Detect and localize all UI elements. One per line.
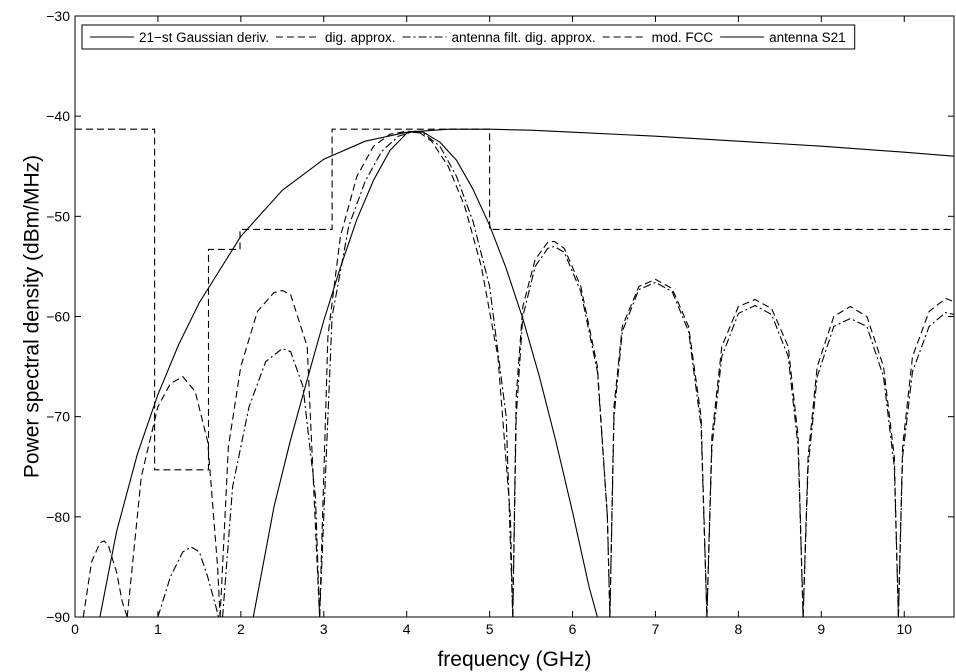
tick-layer: 0 1 2 3 4 5 6 7 8 9 10 −90 −80 −70 −60 −50 −40 −30 [46,8,954,637]
legend-label: dig. approx. [325,30,396,45]
series-line [802,317,899,617]
y-axis-label: Power spectral density (dBm/MHz) [20,155,43,478]
x-tick-label: 3 [320,621,328,637]
y-tick-label: −80 [46,509,70,525]
series-line [75,128,954,471]
legend: 21−st Gaussian deriv. dig. approx. antenna… [81,24,856,50]
y-tick-label: −90 [46,609,70,625]
series-line [319,130,514,617]
x-tick-label: 9 [817,621,825,637]
x-tick-label: 2 [237,621,245,637]
series-line [512,245,611,617]
series-line [802,305,899,617]
series-line [252,130,598,617]
legend-label: antenna filt. dig. approx. [452,30,596,45]
x-tick-label: 6 [569,621,577,637]
series-line [609,278,708,617]
x-tick-label: 8 [734,621,742,637]
y-tick-label: −40 [46,108,70,124]
x-tick-label: 7 [652,621,660,637]
legend-label: 21−st Gaussian deriv. [139,30,269,45]
series-3 [75,128,954,471]
x-tick-label: 0 [71,621,79,637]
series-line [157,546,220,617]
legend-label: mod. FCC [652,30,714,45]
series-layer [75,128,954,617]
series-line [219,289,321,617]
legend-box [81,24,856,50]
series-line [897,311,954,617]
x-axis-label: frequency (GHz) [437,648,591,671]
x-tick-label: 4 [403,621,411,637]
series-line [706,298,804,617]
x-tick-label: 10 [896,621,912,637]
series-line [126,375,221,617]
series-line [609,281,708,617]
series-line [706,304,804,617]
y-tick-label: −30 [46,8,70,24]
series-2 [157,131,954,617]
y-tick-label: −70 [46,409,70,425]
x-tick-label: 5 [486,621,494,637]
series-line [897,297,954,617]
series-line [82,540,128,617]
series-line [99,128,954,617]
series-1 [82,130,954,617]
series-4 [99,128,954,617]
series-line [319,131,514,617]
y-tick-label: −60 [46,309,70,325]
x-tick-label: 1 [154,621,162,637]
legend-label: antenna S21 [769,30,846,45]
y-tick-label: −50 [46,208,70,224]
series-0 [252,130,598,617]
series-line [222,347,321,617]
